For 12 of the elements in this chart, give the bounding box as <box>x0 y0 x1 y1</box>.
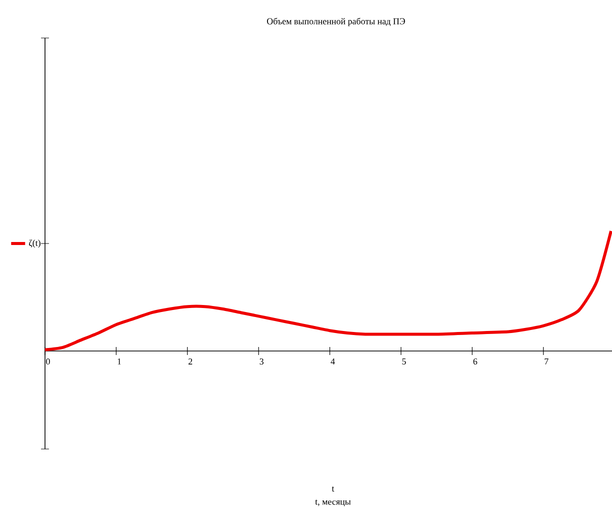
x-tick-label: 4 <box>330 358 335 364</box>
chart-title: Объем выполненной работы над ПЭ <box>267 18 405 26</box>
x-tick-label: 1 <box>118 358 121 364</box>
x-tick-label: 7 <box>544 358 548 364</box>
x-tick-label: 2 <box>188 358 192 364</box>
x-tick-label: 6 <box>473 358 478 365</box>
legend-label: ζ(t) <box>29 240 40 248</box>
text: t <box>332 486 334 492</box>
x-tick-label: 0 <box>46 358 50 365</box>
text: t, месяцы <box>315 500 351 506</box>
x-tick-label: 3 <box>260 358 264 365</box>
x-tick-label: 5 <box>402 358 406 364</box>
